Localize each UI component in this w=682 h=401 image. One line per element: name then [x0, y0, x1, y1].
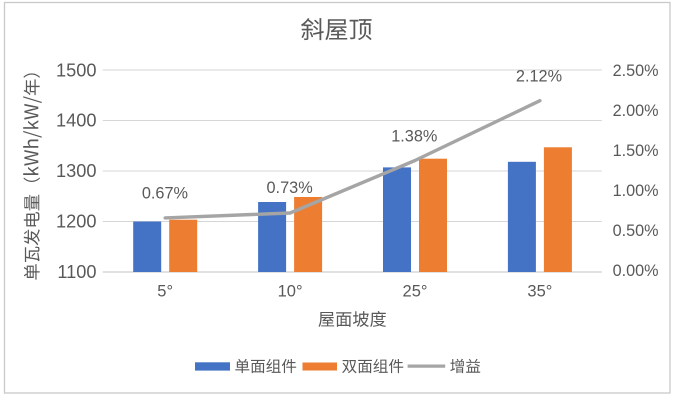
svg-text:1.38%: 1.38% — [391, 128, 437, 146]
svg-text:2.00%: 2.00% — [613, 102, 659, 120]
svg-text:1200: 1200 — [56, 212, 96, 232]
svg-text:2.12%: 2.12% — [516, 67, 562, 85]
svg-text:1400: 1400 — [56, 111, 96, 131]
svg-text:1100: 1100 — [57, 262, 96, 282]
svg-text:1300: 1300 — [56, 161, 96, 181]
svg-text:10°: 10° — [278, 283, 303, 301]
svg-text:0.00%: 0.00% — [613, 262, 659, 280]
svg-text:1.50%: 1.50% — [613, 142, 659, 160]
svg-text:1500: 1500 — [56, 60, 96, 80]
svg-text:0.50%: 0.50% — [613, 222, 659, 240]
svg-text:35°: 35° — [527, 283, 552, 301]
svg-text:2.50%: 2.50% — [613, 62, 659, 80]
svg-text:25°: 25° — [403, 283, 428, 301]
svg-text:0.67%: 0.67% — [142, 185, 188, 203]
svg-text:1.00%: 1.00% — [613, 182, 659, 200]
svg-text:5°: 5° — [157, 283, 173, 301]
svg-text:0.73%: 0.73% — [267, 179, 313, 197]
